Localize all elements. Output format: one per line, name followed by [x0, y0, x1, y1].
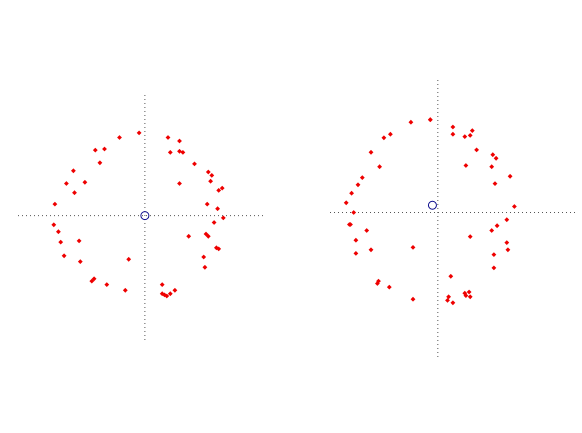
data-point: [467, 133, 473, 138]
data-point: [76, 238, 82, 244]
data-point: [72, 190, 77, 196]
data-point: [159, 282, 165, 287]
data-point: [474, 147, 479, 153]
data-point: [192, 161, 197, 167]
data-point: [177, 138, 182, 144]
data-point: [375, 281, 380, 286]
data-point: [202, 264, 208, 270]
data-point: [56, 229, 61, 235]
data-point: [462, 134, 468, 139]
data-point: [51, 222, 57, 228]
data-point: [491, 265, 497, 271]
data-point: [446, 294, 451, 300]
data-point: [410, 245, 416, 250]
data-point: [494, 223, 500, 229]
center-marker: [140, 211, 150, 221]
data-point: [368, 149, 374, 155]
data-point: [97, 160, 103, 166]
data-point: [489, 164, 495, 170]
data-point: [507, 173, 513, 179]
data-point: [467, 234, 473, 239]
data-point: [177, 181, 182, 186]
data-point: [64, 181, 69, 186]
data-point: [220, 215, 226, 221]
data-point: [408, 119, 414, 125]
data-point: [493, 155, 499, 161]
data-point: [355, 182, 361, 188]
data-point: [82, 179, 88, 185]
data-point: [201, 254, 207, 260]
data-point: [388, 131, 393, 137]
data-point: [211, 220, 217, 225]
data-point: [91, 276, 97, 282]
data-point: [490, 152, 496, 158]
data-point: [386, 284, 392, 290]
data-point: [104, 282, 110, 287]
data-point: [450, 124, 456, 130]
data-point: [469, 128, 475, 133]
data-point: [52, 201, 58, 207]
data-point: [489, 228, 495, 233]
data-point: [445, 298, 450, 303]
data-point: [463, 163, 469, 168]
data-point: [349, 190, 354, 196]
data-point: [348, 222, 353, 227]
data-point: [204, 201, 210, 207]
data-point: [61, 253, 67, 259]
data-point: [102, 146, 107, 152]
data-point: [410, 296, 416, 302]
data-point: [205, 233, 211, 239]
data-point: [209, 173, 215, 178]
data-point: [450, 131, 456, 137]
data-point: [368, 247, 374, 253]
data-point: [164, 293, 170, 299]
data-point: [208, 178, 213, 184]
data-point: [167, 150, 173, 155]
data-point: [216, 246, 222, 252]
scatter-plot-right: [330, 80, 578, 357]
data-point: [351, 210, 357, 215]
data-point: [364, 228, 370, 233]
data-point: [491, 252, 497, 257]
data-point: [71, 168, 76, 174]
data-point: [172, 287, 178, 293]
scatter-plot-left: [18, 95, 266, 342]
data-point: [186, 233, 192, 239]
data-point: [504, 240, 510, 245]
data-point: [216, 188, 222, 193]
data-point: [377, 164, 382, 170]
data-point: [343, 200, 349, 206]
data-point: [219, 185, 225, 191]
data-point: [448, 273, 454, 279]
data-point: [504, 217, 510, 223]
data-point: [58, 239, 64, 245]
data-point: [467, 294, 473, 300]
data-point: [126, 256, 132, 262]
data-point: [122, 287, 128, 293]
data-point: [512, 204, 517, 209]
data-point: [450, 300, 456, 306]
data-point: [215, 206, 220, 212]
data-point: [466, 289, 472, 295]
data-point: [462, 290, 468, 296]
data-point: [165, 135, 171, 140]
data-point: [92, 147, 98, 153]
data-point: [505, 247, 511, 253]
data-point: [427, 117, 433, 123]
data-point: [214, 245, 219, 251]
data-point: [180, 150, 186, 155]
center-marker: [427, 200, 437, 210]
data-point: [353, 251, 359, 256]
data-point: [359, 175, 365, 180]
data-point: [117, 135, 122, 140]
data-point: [353, 237, 359, 243]
data-point: [492, 181, 498, 186]
data-point: [205, 169, 211, 175]
data-point: [167, 291, 173, 297]
data-point: [381, 135, 387, 141]
data-point: [136, 130, 142, 136]
data-point: [77, 259, 83, 264]
